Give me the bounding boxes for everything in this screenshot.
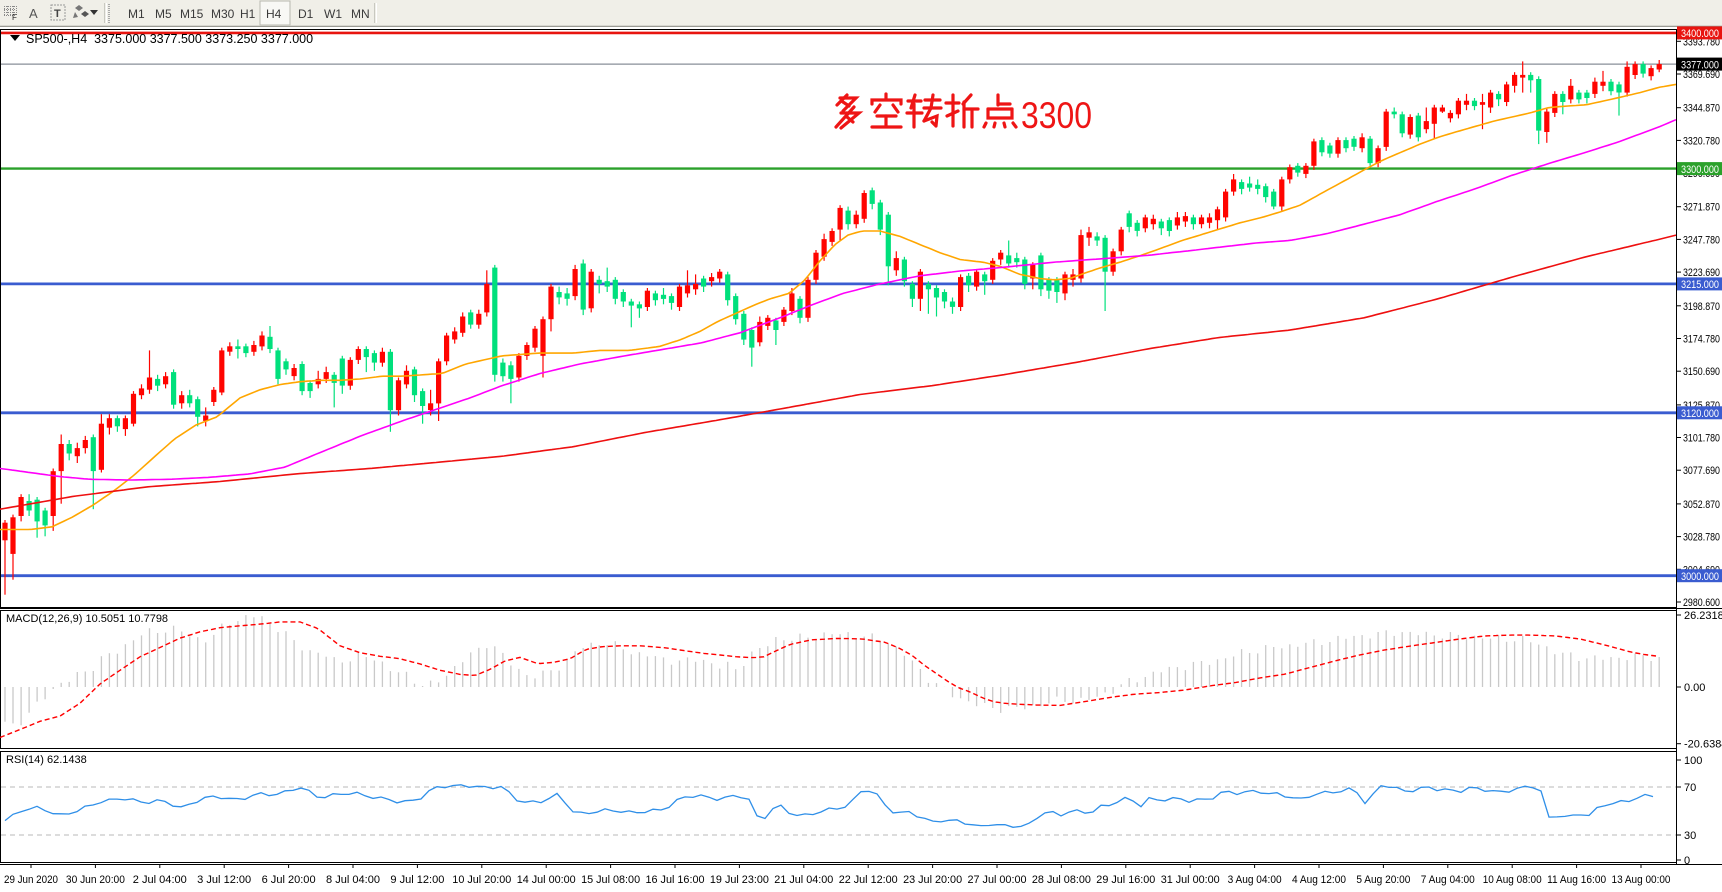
svg-text:16 Jul 16:00: 16 Jul 16:00 bbox=[646, 874, 705, 886]
svg-text:13 Aug 00:00: 13 Aug 00:00 bbox=[1612, 874, 1671, 886]
svg-text:31 Jul 00:00: 31 Jul 00:00 bbox=[1161, 874, 1220, 886]
svg-text:27 Jul 00:00: 27 Jul 00:00 bbox=[968, 874, 1027, 886]
svg-text:3223.690: 3223.690 bbox=[1683, 267, 1720, 279]
svg-text:3320.780: 3320.780 bbox=[1683, 135, 1720, 147]
svg-text:21 Jul 04:00: 21 Jul 04:00 bbox=[774, 874, 833, 886]
svg-text:3369.690: 3369.690 bbox=[1683, 69, 1720, 81]
svg-text:8 Jul 04:00: 8 Jul 04:00 bbox=[326, 874, 380, 886]
svg-text:100: 100 bbox=[1684, 755, 1702, 767]
svg-text:2980.600: 2980.600 bbox=[1683, 597, 1720, 609]
svg-text:0.00: 0.00 bbox=[1684, 682, 1705, 694]
svg-text:11 Aug 16:00: 11 Aug 16:00 bbox=[1547, 874, 1606, 886]
svg-text:28 Jul 08:00: 28 Jul 08:00 bbox=[1032, 874, 1091, 886]
svg-text:SP500-,H4 3375.000 3377.500 3: SP500-,H4 3375.000 3377.500 3373.250 337… bbox=[26, 32, 313, 46]
svg-text:M1: M1 bbox=[128, 7, 145, 21]
svg-text:M30: M30 bbox=[211, 7, 235, 21]
svg-text:5 Aug 20:00: 5 Aug 20:00 bbox=[1356, 874, 1410, 886]
svg-text:3198.870: 3198.870 bbox=[1683, 301, 1720, 313]
svg-text:19 Jul 23:00: 19 Jul 23:00 bbox=[710, 874, 769, 886]
svg-text:3377.000: 3377.000 bbox=[1681, 59, 1719, 71]
svg-text:3 Jul 12:00: 3 Jul 12:00 bbox=[197, 874, 251, 886]
svg-text:3000.000: 3000.000 bbox=[1681, 571, 1719, 583]
svg-text:RSI(14) 62.1438: RSI(14) 62.1438 bbox=[6, 754, 87, 766]
svg-text:29 Jul 16:00: 29 Jul 16:00 bbox=[1096, 874, 1155, 886]
svg-text:29 Jun 2020: 29 Jun 2020 bbox=[4, 874, 58, 886]
svg-text:3400.000: 3400.000 bbox=[1681, 28, 1719, 40]
svg-text:F: F bbox=[12, 13, 17, 22]
svg-text:15 Jul 08:00: 15 Jul 08:00 bbox=[581, 874, 640, 886]
svg-text:3344.870: 3344.870 bbox=[1683, 103, 1720, 115]
svg-text:3052.870: 3052.870 bbox=[1683, 499, 1720, 511]
svg-text:7 Aug 04:00: 7 Aug 04:00 bbox=[1421, 874, 1475, 886]
svg-text:23 Jul 20:00: 23 Jul 20:00 bbox=[903, 874, 962, 886]
svg-text:10 Jul 20:00: 10 Jul 20:00 bbox=[452, 874, 511, 886]
svg-text:-20.6384: -20.6384 bbox=[1684, 739, 1722, 751]
svg-text:M15: M15 bbox=[180, 7, 204, 21]
svg-text:3247.780: 3247.780 bbox=[1683, 234, 1720, 246]
svg-text:22 Jul 12:00: 22 Jul 12:00 bbox=[839, 874, 898, 886]
svg-text:70: 70 bbox=[1684, 782, 1696, 794]
svg-text:3120.000: 3120.000 bbox=[1681, 408, 1719, 420]
svg-text:9 Jul 12:00: 9 Jul 12:00 bbox=[390, 874, 444, 886]
svg-text:14 Jul 00:00: 14 Jul 00:00 bbox=[517, 874, 576, 886]
svg-text:T: T bbox=[54, 8, 61, 20]
svg-text:D1: D1 bbox=[298, 7, 314, 21]
svg-text:W1: W1 bbox=[324, 7, 342, 21]
svg-text:H1: H1 bbox=[240, 7, 256, 21]
svg-text:3174.780: 3174.780 bbox=[1683, 334, 1720, 346]
svg-text:26.2318: 26.2318 bbox=[1684, 610, 1722, 622]
svg-text:A: A bbox=[29, 6, 38, 21]
svg-text:3077.690: 3077.690 bbox=[1683, 465, 1720, 477]
svg-text:3271.870: 3271.870 bbox=[1683, 202, 1720, 214]
svg-text:3150.690: 3150.690 bbox=[1683, 366, 1720, 378]
svg-text:3 Aug 04:00: 3 Aug 04:00 bbox=[1228, 874, 1282, 886]
svg-text:0: 0 bbox=[1684, 855, 1690, 867]
svg-text:MN: MN bbox=[351, 7, 370, 21]
svg-text:MACD(12,26,9) 10.5051 10.7798: MACD(12,26,9) 10.5051 10.7798 bbox=[6, 613, 168, 625]
svg-text:3300: 3300 bbox=[1021, 95, 1092, 136]
svg-text:30 Jun 20:00: 30 Jun 20:00 bbox=[66, 874, 125, 886]
svg-text:H4: H4 bbox=[266, 7, 282, 21]
svg-text:10 Aug 08:00: 10 Aug 08:00 bbox=[1483, 874, 1542, 886]
svg-text:2 Jul 04:00: 2 Jul 04:00 bbox=[133, 874, 187, 886]
svg-text:3300.000: 3300.000 bbox=[1681, 164, 1719, 176]
svg-text:6 Jul 20:00: 6 Jul 20:00 bbox=[262, 874, 316, 886]
svg-text:3101.780: 3101.780 bbox=[1683, 433, 1720, 445]
svg-text:3215.000: 3215.000 bbox=[1681, 279, 1719, 291]
svg-text:4 Aug 12:00: 4 Aug 12:00 bbox=[1292, 874, 1346, 886]
svg-text:30: 30 bbox=[1684, 830, 1696, 842]
svg-text:3028.780: 3028.780 bbox=[1683, 532, 1720, 544]
svg-text:M5: M5 bbox=[155, 7, 172, 21]
